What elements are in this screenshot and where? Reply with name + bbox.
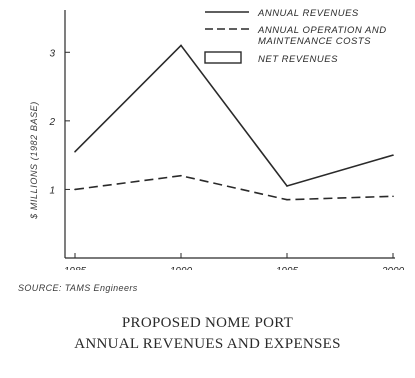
x-tick-label: 1995 — [276, 266, 299, 270]
series-1-point — [392, 195, 394, 198]
series-0-point — [180, 44, 182, 47]
x-ticks: 1985 1990 1995 2000 — [64, 253, 405, 270]
legend-label-line2: MAINTENANCE COSTS — [258, 36, 371, 47]
caption-title: PROPOSED NOME PORT — [121, 315, 294, 331]
legend-box-swatch — [204, 51, 242, 64]
legend-label: NET REVENUES — [258, 54, 338, 65]
caption-subtitle: ANNUAL REVENUES AND EXPENSES — [74, 336, 341, 352]
y-tick-label: 1 — [49, 185, 55, 196]
series-0-point — [74, 150, 76, 153]
series-1-point — [74, 188, 76, 191]
chart-axes — [64, 10, 395, 259]
series-1-point — [286, 198, 288, 201]
legend-label: ANNUAL OPERATION AND — [257, 25, 387, 36]
y-tick-label: 2 — [48, 117, 55, 128]
x-tick-label: 1985 — [64, 266, 87, 270]
y-tick-label: 3 — [49, 48, 55, 59]
series-0-point — [286, 185, 288, 187]
y-ticks: 1 2 3 — [48, 48, 70, 196]
x-tick-label: 1990 — [170, 266, 193, 270]
x-tick-label: 2000 — [381, 266, 405, 270]
legend-label: ANNUAL REVENUES — [257, 8, 359, 19]
line-chart: $ MILLIONS (1982 BASE) 1 2 3 1985 1990 1995 2… — [29, 8, 405, 270]
series-costs-line — [74, 174, 394, 201]
series-0-point — [392, 154, 394, 156]
series-1-point — [180, 174, 182, 177]
series-revenues-line — [74, 44, 394, 187]
y-axis-label: $ MILLIONS (1982 BASE) — [29, 101, 39, 220]
chart-series — [74, 44, 394, 201]
source-note: SOURCE: TAMS Engineers — [18, 283, 138, 293]
chart-legend: ANNUAL REVENUES ANNUAL OPERATION ANDMAINT… — [204, 8, 387, 65]
